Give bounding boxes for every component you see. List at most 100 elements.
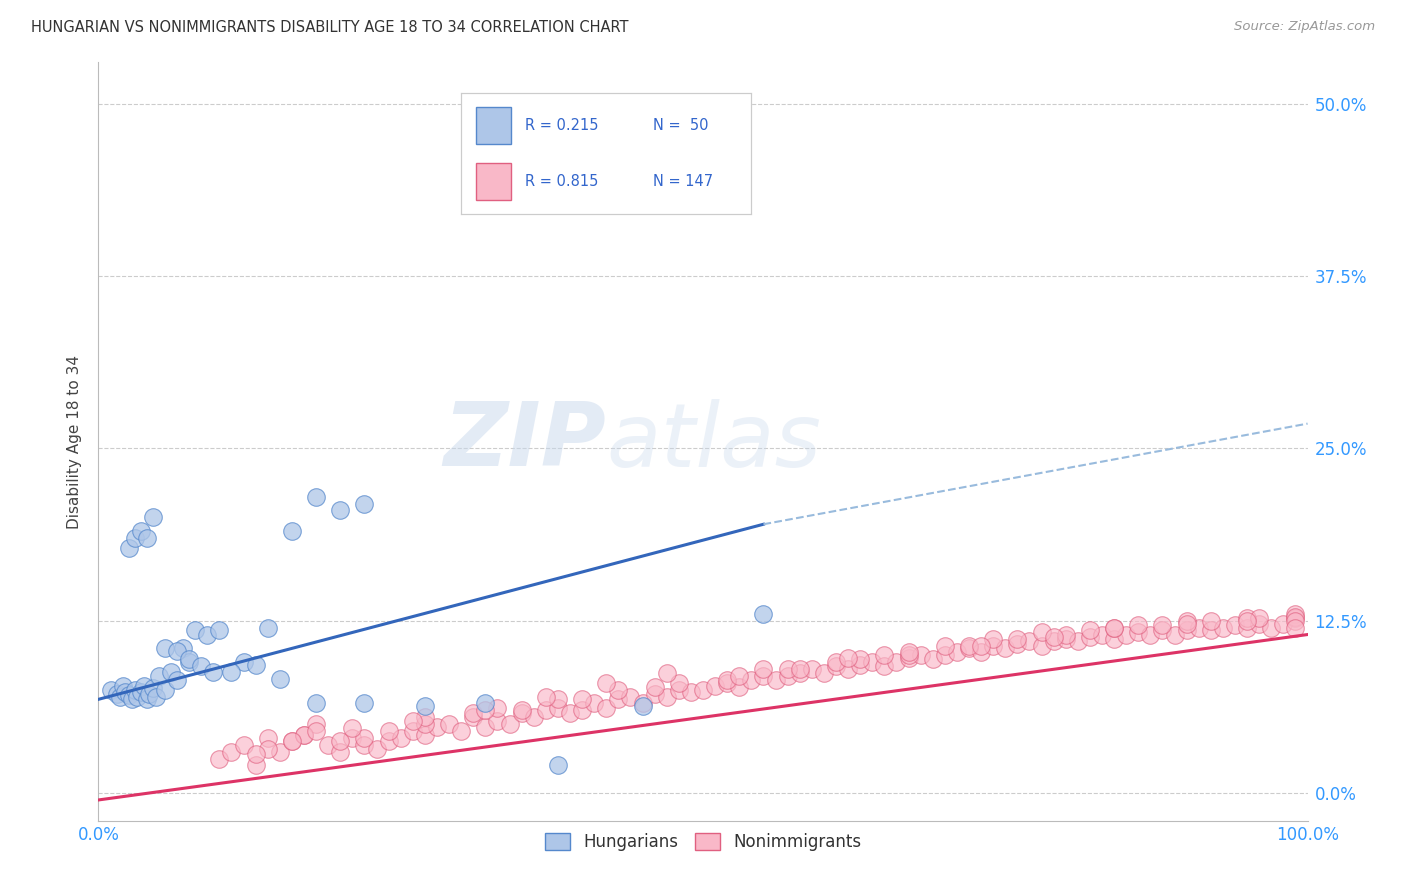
Point [534,703,557,717]
Point [946,645,969,659]
Point [776,662,799,676]
Legend: Hungarians, Nonimmigrants: Hungarians, Nonimmigrants [538,826,868,858]
Point [1175,616,1198,631]
Point [595,675,617,690]
Point [474,697,496,711]
Point [118,541,141,555]
Point [179,655,201,669]
Point [145,690,167,704]
Point [124,531,146,545]
Point [1054,627,1077,641]
Point [402,714,425,729]
Point [994,641,1017,656]
Point [463,706,485,720]
Point [897,648,920,663]
Point [692,682,714,697]
Point [118,688,141,702]
Point [595,700,617,714]
Point [957,639,980,653]
Point [776,669,799,683]
Point [121,692,143,706]
Point [752,607,775,621]
Point [547,700,569,714]
Point [305,717,328,731]
Point [486,714,509,729]
Point [353,497,375,511]
Point [208,751,231,765]
Point [800,662,823,676]
Point [765,673,787,687]
Point [1091,627,1114,641]
Point [1115,627,1137,641]
Point [571,692,593,706]
Point [1054,632,1077,646]
Point [510,706,533,720]
Point [463,710,485,724]
Point [135,692,157,706]
Point [1236,614,1258,628]
Point [292,728,315,742]
Point [789,666,811,681]
Point [281,524,304,538]
Point [583,697,606,711]
Point [153,641,176,656]
Point [329,745,352,759]
Point [148,669,170,683]
Point [281,733,304,747]
Point [655,666,678,681]
Point [716,675,738,690]
Point [153,682,176,697]
Point [138,687,160,701]
Point [100,682,122,697]
Point [221,665,243,679]
Point [981,639,1004,653]
Point [668,675,690,690]
Point [619,690,641,704]
Point [934,648,956,663]
Point [631,697,654,711]
Point [221,745,243,759]
Point [245,657,267,672]
Point [108,690,131,704]
Point [129,524,152,538]
Point [873,648,896,663]
Point [377,733,399,747]
Point [486,700,509,714]
Point [849,657,872,672]
Point [728,680,751,694]
Point [1152,618,1174,632]
Point [402,724,425,739]
Point [607,682,630,697]
Point [1284,614,1306,628]
Point [1199,624,1222,638]
Point [208,624,231,638]
Point [1212,621,1234,635]
Point [292,728,315,742]
Point [450,724,472,739]
Point [752,662,775,676]
Point [510,703,533,717]
Point [114,685,136,699]
Point [1236,611,1258,625]
Point [1102,621,1125,635]
Point [232,738,254,752]
Y-axis label: Disability Age 18 to 34: Disability Age 18 to 34 [67,354,83,529]
Point [166,673,188,687]
Point [1249,616,1271,631]
Point [142,681,165,696]
Point [129,685,152,699]
Point [413,717,436,731]
Text: HUNGARIAN VS NONIMMIGRANTS DISABILITY AGE 18 TO 34 CORRELATION CHART: HUNGARIAN VS NONIMMIGRANTS DISABILITY AG… [31,20,628,35]
Point [353,731,375,745]
Point [342,721,364,735]
Point [837,651,859,665]
Point [728,669,751,683]
Point [1260,621,1282,635]
Point [1284,607,1306,621]
Point [281,733,304,747]
Point [970,645,993,659]
Point [849,652,872,666]
Point [1042,630,1064,644]
Point [716,673,738,687]
Point [1042,634,1064,648]
